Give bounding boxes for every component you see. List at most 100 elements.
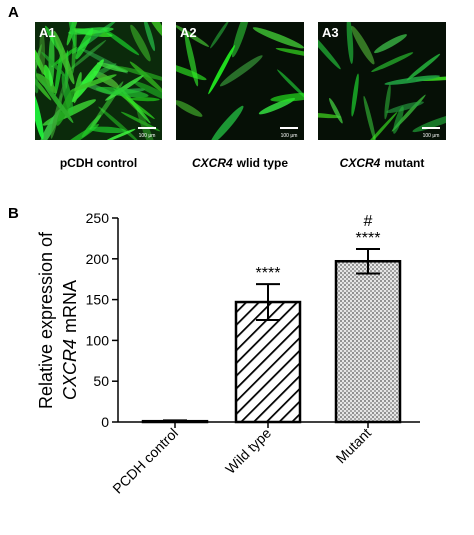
cell	[275, 47, 304, 59]
cell	[415, 75, 446, 81]
cell	[104, 128, 136, 140]
panel-label: B	[8, 205, 19, 222]
caption-text: mutant	[384, 156, 424, 170]
cell	[131, 97, 160, 102]
cell	[71, 59, 104, 103]
cells	[318, 22, 446, 140]
y-tick-label: 200	[86, 251, 110, 267]
cell	[102, 28, 140, 56]
caption: pCDH control	[60, 156, 137, 170]
scale-text: 100 μm	[281, 133, 298, 139]
cell	[71, 27, 77, 74]
cell	[406, 53, 441, 81]
cell	[318, 112, 342, 119]
micrograph	[318, 22, 446, 140]
cell	[144, 22, 162, 39]
cell	[75, 28, 94, 60]
y-tick-label: 50	[93, 373, 109, 389]
scale-text: 100 μm	[139, 133, 156, 139]
cell	[41, 80, 74, 124]
cell	[258, 97, 296, 115]
caption-text: pCDH control	[60, 156, 137, 170]
cells	[176, 22, 304, 140]
scale-text: 100 μm	[423, 133, 440, 139]
cell	[88, 126, 127, 134]
annotation: ****	[356, 230, 381, 247]
cell	[276, 69, 304, 100]
micrograph	[176, 22, 304, 140]
cell	[329, 97, 343, 124]
cell	[59, 124, 100, 140]
caption-gene: CXCR4	[192, 156, 233, 170]
cell	[318, 24, 341, 70]
error-bar	[163, 419, 187, 423]
cell	[231, 22, 251, 58]
bar	[334, 259, 402, 424]
cell	[136, 106, 159, 140]
cell	[210, 22, 229, 49]
cell	[384, 75, 441, 85]
error-bar	[356, 248, 380, 275]
cell	[35, 44, 42, 85]
cell	[351, 25, 375, 65]
image-label: A3	[322, 25, 339, 40]
cell	[386, 101, 424, 114]
x-tick-label: Mutant	[333, 425, 375, 467]
cell	[117, 66, 162, 82]
cell	[68, 39, 107, 72]
cell	[35, 90, 44, 140]
cell	[219, 55, 263, 87]
micrograph	[35, 22, 162, 140]
y-axis-label: Relative expression of CXCR4 mRNA	[36, 227, 80, 409]
cell	[56, 88, 75, 126]
cells	[35, 22, 162, 140]
cell	[210, 105, 244, 140]
cell	[96, 62, 129, 73]
image-label: A1	[39, 25, 56, 40]
cell	[130, 24, 151, 62]
y-tick-label: 100	[86, 332, 110, 348]
cell	[208, 44, 236, 95]
y-tick-label: 0	[101, 414, 109, 430]
caption-text: wlid type	[236, 156, 289, 170]
cell	[35, 65, 39, 94]
cell	[35, 73, 58, 94]
cell	[95, 86, 149, 98]
cell	[133, 81, 162, 104]
y-label-line: Relative expression of	[36, 231, 56, 409]
cell	[66, 22, 76, 48]
cell	[176, 24, 210, 47]
caption-gene: CXCR4	[340, 156, 381, 170]
cell	[35, 70, 52, 101]
cell	[363, 95, 376, 140]
caption: CXCR4 mutant	[340, 156, 425, 170]
cell	[371, 52, 414, 73]
cell	[129, 61, 162, 94]
cell	[358, 111, 398, 140]
annotation: ****	[256, 265, 281, 282]
error-bar	[256, 283, 280, 321]
cell	[270, 92, 304, 102]
cell	[176, 100, 203, 117]
y-tick-label: 250	[86, 210, 110, 226]
y-label-line: mRNA	[60, 280, 80, 333]
caption: CXCR4 wlid type	[192, 156, 288, 170]
cell	[252, 27, 304, 49]
y-label-gene: CXCR4	[60, 339, 80, 400]
image-label: A2	[180, 25, 197, 40]
cell	[143, 22, 156, 52]
x-tick-label: PCDH control	[109, 425, 181, 497]
cell	[57, 73, 70, 104]
x-tick-label: Wild type	[222, 425, 274, 477]
cell	[393, 106, 404, 134]
cell	[346, 22, 354, 64]
cell	[70, 74, 117, 92]
cell	[53, 30, 75, 85]
cell	[351, 73, 359, 117]
significance: #	[364, 213, 373, 230]
panel-label: A	[8, 4, 19, 21]
cell	[384, 84, 391, 120]
cell	[41, 51, 67, 78]
cell	[374, 34, 407, 54]
